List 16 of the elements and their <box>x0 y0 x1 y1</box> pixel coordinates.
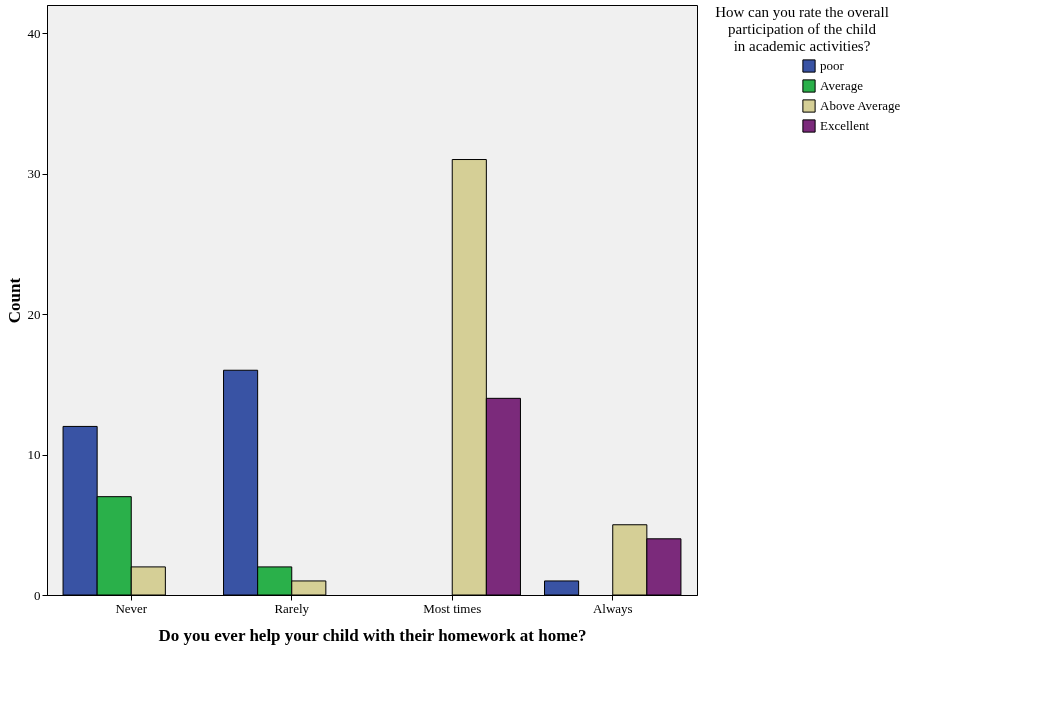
x-tick-label: Rarely <box>274 600 310 616</box>
y-tick-label: 20 <box>27 306 41 322</box>
x-tick-label: Always <box>592 600 633 616</box>
y-tick-label: 30 <box>27 166 41 182</box>
legend-label: Excellent <box>820 118 870 133</box>
legend-label: Above Average <box>820 98 901 113</box>
y-axis-title: Count <box>4 277 24 324</box>
y-tick-label: 40 <box>27 25 41 41</box>
legend-label: Average <box>820 78 864 93</box>
y-tick-label: 0 <box>34 587 41 603</box>
legend-title: How can you rate the overall participation of the child in academic activities? <box>715 4 889 54</box>
x-axis-title: Do you ever help your child with their homework at home? <box>158 625 587 645</box>
legend-label: poor <box>820 58 845 73</box>
x-tick-label: Most times <box>423 600 482 616</box>
x-tick-label: Never <box>115 600 148 616</box>
y-tick-label: 10 <box>27 447 41 463</box>
